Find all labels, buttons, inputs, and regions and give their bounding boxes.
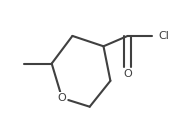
Text: O: O bbox=[123, 69, 132, 79]
Text: Cl: Cl bbox=[159, 31, 170, 41]
Text: O: O bbox=[58, 93, 66, 103]
